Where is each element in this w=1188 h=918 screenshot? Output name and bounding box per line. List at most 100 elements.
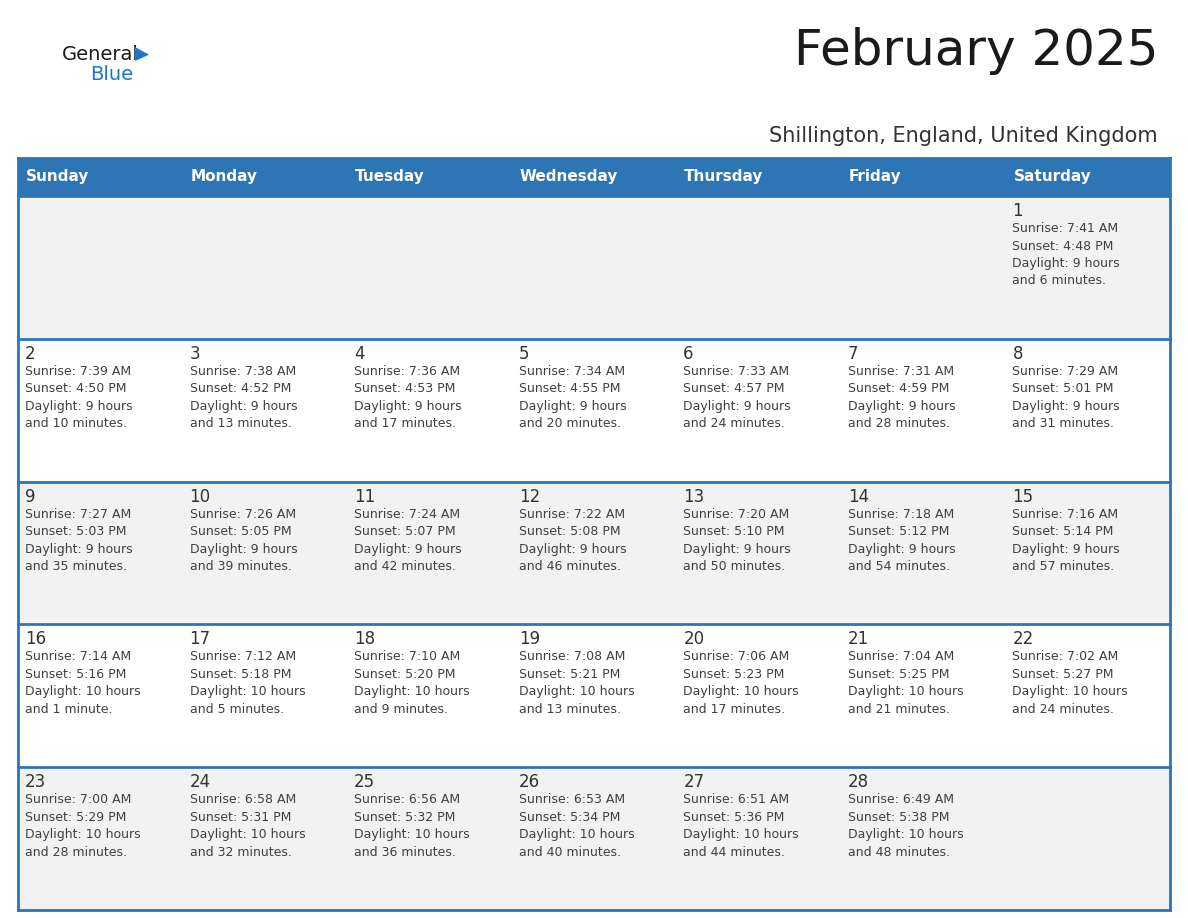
Text: and 13 minutes.: and 13 minutes.: [519, 703, 620, 716]
Text: General: General: [62, 45, 139, 64]
Text: Daylight: 9 hours: Daylight: 9 hours: [848, 400, 955, 413]
Text: Sunset: 4:52 PM: Sunset: 4:52 PM: [190, 382, 291, 396]
Text: Daylight: 9 hours: Daylight: 9 hours: [354, 543, 462, 555]
Text: Daylight: 10 hours: Daylight: 10 hours: [683, 686, 798, 699]
Text: and 57 minutes.: and 57 minutes.: [1012, 560, 1114, 573]
Text: and 10 minutes.: and 10 minutes.: [25, 418, 127, 431]
Bar: [18, 624, 1170, 767]
Text: Thursday: Thursday: [684, 170, 764, 185]
Text: Sunset: 5:12 PM: Sunset: 5:12 PM: [848, 525, 949, 538]
Text: and 40 minutes.: and 40 minutes.: [519, 845, 620, 858]
Text: Sunset: 5:03 PM: Sunset: 5:03 PM: [25, 525, 126, 538]
Text: Sunset: 5:38 PM: Sunset: 5:38 PM: [848, 811, 949, 823]
Text: Daylight: 10 hours: Daylight: 10 hours: [519, 828, 634, 841]
Text: Sunset: 5:10 PM: Sunset: 5:10 PM: [683, 525, 785, 538]
Text: 5: 5: [519, 345, 529, 363]
Text: Sunset: 5:18 PM: Sunset: 5:18 PM: [190, 668, 291, 681]
Text: 10: 10: [190, 487, 210, 506]
Text: Sunset: 5:29 PM: Sunset: 5:29 PM: [25, 811, 126, 823]
Text: Daylight: 9 hours: Daylight: 9 hours: [25, 400, 133, 413]
Text: Sunrise: 7:36 AM: Sunrise: 7:36 AM: [354, 364, 460, 378]
Text: 15: 15: [1012, 487, 1034, 506]
Text: Daylight: 9 hours: Daylight: 9 hours: [190, 543, 297, 555]
Bar: [18, 339, 1170, 482]
Text: Sunrise: 7:12 AM: Sunrise: 7:12 AM: [190, 650, 296, 664]
Text: Daylight: 9 hours: Daylight: 9 hours: [354, 400, 462, 413]
Text: Sunrise: 7:38 AM: Sunrise: 7:38 AM: [190, 364, 296, 378]
Text: and 50 minutes.: and 50 minutes.: [683, 560, 785, 573]
Text: 28: 28: [848, 773, 868, 791]
Text: Sunrise: 7:08 AM: Sunrise: 7:08 AM: [519, 650, 625, 664]
Text: Sunrise: 7:27 AM: Sunrise: 7:27 AM: [25, 508, 131, 521]
Text: and 5 minutes.: and 5 minutes.: [190, 703, 284, 716]
Text: Sunrise: 7:18 AM: Sunrise: 7:18 AM: [848, 508, 954, 521]
Text: 14: 14: [848, 487, 868, 506]
Text: Sunrise: 6:49 AM: Sunrise: 6:49 AM: [848, 793, 954, 806]
Text: Daylight: 10 hours: Daylight: 10 hours: [190, 686, 305, 699]
Text: and 48 minutes.: and 48 minutes.: [848, 845, 950, 858]
Text: Sunset: 5:01 PM: Sunset: 5:01 PM: [1012, 382, 1114, 396]
Text: Sunrise: 7:14 AM: Sunrise: 7:14 AM: [25, 650, 131, 664]
Text: Sunrise: 7:34 AM: Sunrise: 7:34 AM: [519, 364, 625, 378]
Text: and 21 minutes.: and 21 minutes.: [848, 703, 949, 716]
Text: 13: 13: [683, 487, 704, 506]
Text: 24: 24: [190, 773, 210, 791]
Text: and 39 minutes.: and 39 minutes.: [190, 560, 291, 573]
Text: Sunrise: 7:33 AM: Sunrise: 7:33 AM: [683, 364, 789, 378]
Text: Sunrise: 7:20 AM: Sunrise: 7:20 AM: [683, 508, 790, 521]
Text: Sunrise: 6:51 AM: Sunrise: 6:51 AM: [683, 793, 789, 806]
Text: and 24 minutes.: and 24 minutes.: [1012, 703, 1114, 716]
Text: Sunrise: 7:00 AM: Sunrise: 7:00 AM: [25, 793, 132, 806]
Text: 4: 4: [354, 345, 365, 363]
Text: Sunset: 5:14 PM: Sunset: 5:14 PM: [1012, 525, 1114, 538]
Text: Daylight: 10 hours: Daylight: 10 hours: [25, 686, 140, 699]
Text: 3: 3: [190, 345, 201, 363]
Text: and 36 minutes.: and 36 minutes.: [354, 845, 456, 858]
Text: Daylight: 9 hours: Daylight: 9 hours: [848, 543, 955, 555]
Text: Sunrise: 6:56 AM: Sunrise: 6:56 AM: [354, 793, 460, 806]
Text: 9: 9: [25, 487, 36, 506]
Text: Daylight: 9 hours: Daylight: 9 hours: [683, 400, 791, 413]
Text: and 20 minutes.: and 20 minutes.: [519, 418, 620, 431]
Text: and 46 minutes.: and 46 minutes.: [519, 560, 620, 573]
Text: and 44 minutes.: and 44 minutes.: [683, 845, 785, 858]
Text: Sunset: 5:32 PM: Sunset: 5:32 PM: [354, 811, 455, 823]
Text: Sunset: 4:48 PM: Sunset: 4:48 PM: [1012, 240, 1114, 252]
Text: Daylight: 9 hours: Daylight: 9 hours: [1012, 257, 1120, 270]
Text: Tuesday: Tuesday: [355, 170, 425, 185]
Text: Sunset: 4:59 PM: Sunset: 4:59 PM: [848, 382, 949, 396]
Text: and 17 minutes.: and 17 minutes.: [683, 703, 785, 716]
Text: Daylight: 10 hours: Daylight: 10 hours: [1012, 686, 1129, 699]
Text: Daylight: 10 hours: Daylight: 10 hours: [354, 686, 469, 699]
Text: Daylight: 9 hours: Daylight: 9 hours: [190, 400, 297, 413]
Text: Sunrise: 7:26 AM: Sunrise: 7:26 AM: [190, 508, 296, 521]
Text: February 2025: February 2025: [794, 27, 1158, 75]
Text: 23: 23: [25, 773, 46, 791]
Text: Daylight: 10 hours: Daylight: 10 hours: [190, 828, 305, 841]
Text: Daylight: 9 hours: Daylight: 9 hours: [519, 543, 626, 555]
Bar: [18, 767, 1170, 910]
Text: Sunrise: 7:10 AM: Sunrise: 7:10 AM: [354, 650, 461, 664]
Text: 8: 8: [1012, 345, 1023, 363]
Text: Sunrise: 7:39 AM: Sunrise: 7:39 AM: [25, 364, 131, 378]
Text: Daylight: 10 hours: Daylight: 10 hours: [25, 828, 140, 841]
Text: Daylight: 9 hours: Daylight: 9 hours: [25, 543, 133, 555]
Text: Sunrise: 7:24 AM: Sunrise: 7:24 AM: [354, 508, 460, 521]
Text: and 24 minutes.: and 24 minutes.: [683, 418, 785, 431]
Bar: [18, 196, 1170, 339]
Text: and 13 minutes.: and 13 minutes.: [190, 418, 291, 431]
Text: Sunrise: 7:16 AM: Sunrise: 7:16 AM: [1012, 508, 1119, 521]
Text: Sunrise: 7:06 AM: Sunrise: 7:06 AM: [683, 650, 790, 664]
Text: Daylight: 10 hours: Daylight: 10 hours: [848, 686, 963, 699]
Text: Sunday: Sunday: [26, 170, 89, 185]
Text: Sunrise: 7:04 AM: Sunrise: 7:04 AM: [848, 650, 954, 664]
Text: 25: 25: [354, 773, 375, 791]
Text: Sunset: 5:21 PM: Sunset: 5:21 PM: [519, 668, 620, 681]
Bar: [18, 158, 1170, 196]
Text: Daylight: 10 hours: Daylight: 10 hours: [519, 686, 634, 699]
Text: 19: 19: [519, 631, 539, 648]
Text: and 1 minute.: and 1 minute.: [25, 703, 113, 716]
Text: 1: 1: [1012, 202, 1023, 220]
Text: Sunrise: 6:53 AM: Sunrise: 6:53 AM: [519, 793, 625, 806]
Text: and 54 minutes.: and 54 minutes.: [848, 560, 950, 573]
